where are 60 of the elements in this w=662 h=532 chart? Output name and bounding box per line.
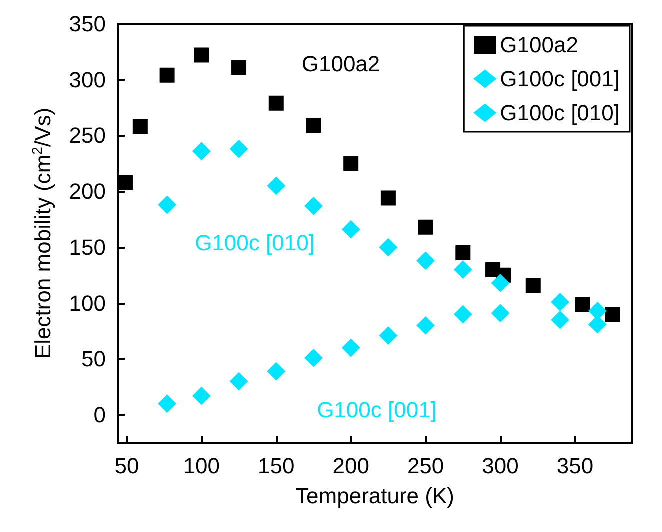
- point: [232, 60, 247, 76]
- point: [456, 246, 471, 261]
- point: [192, 142, 211, 160]
- point: [160, 68, 175, 83]
- y-axis-title: Electron mobility (cm2/Vs): [29, 108, 56, 360]
- point: [492, 304, 510, 322]
- point: [118, 175, 133, 190]
- y-tick-label: 50: [82, 346, 106, 372]
- x-tick-label: 200: [332, 454, 370, 478]
- point: [551, 311, 570, 330]
- point: [342, 339, 360, 358]
- point: [194, 48, 210, 63]
- point: [454, 260, 472, 279]
- point: [588, 316, 607, 334]
- point: [526, 278, 541, 293]
- point: [304, 197, 323, 216]
- annotation: G100c [010]: [195, 230, 315, 256]
- x-tick-label: 50: [114, 454, 140, 478]
- point: [379, 238, 398, 256]
- y-tick-label: 100: [69, 290, 106, 316]
- point: [342, 220, 360, 239]
- point: [492, 274, 510, 292]
- point: [605, 307, 620, 322]
- point: [416, 252, 435, 270]
- legend-label: G100a2: [500, 32, 578, 58]
- point: [192, 387, 211, 406]
- legend-label: G100c [001]: [500, 66, 620, 92]
- point: [454, 306, 472, 324]
- x-tick-label: 300: [482, 454, 519, 478]
- y-tick-label: 150: [69, 234, 106, 260]
- point: [380, 190, 396, 206]
- point: [418, 220, 434, 235]
- point: [304, 349, 323, 368]
- point: [344, 156, 359, 172]
- point: [267, 177, 286, 196]
- point: [575, 296, 590, 312]
- point: [158, 394, 176, 413]
- point: [306, 118, 322, 134]
- annotation: G100c [001]: [317, 398, 437, 422]
- legend-label: G100c [010]: [500, 100, 620, 126]
- x-tick-label: 350: [556, 454, 594, 478]
- point: [158, 196, 176, 214]
- y-tick-label: 250: [69, 123, 106, 148]
- point: [132, 119, 148, 134]
- annotation: G100a2: [302, 52, 380, 76]
- point: [230, 372, 248, 391]
- x-tick-label: 100: [183, 454, 220, 478]
- x-tick-label: 250: [407, 454, 444, 478]
- point: [267, 362, 286, 380]
- x-tick-label: 150: [258, 454, 295, 478]
- point: [551, 293, 570, 312]
- y-tick-label: 300: [69, 67, 106, 92]
- y-tick-label: 200: [69, 179, 106, 204]
- point: [268, 96, 284, 111]
- point: [230, 140, 248, 158]
- point: [379, 326, 398, 345]
- x-axis-title: Temperature (K): [296, 484, 454, 508]
- y-tick-label: 0: [94, 402, 106, 428]
- point: [416, 316, 435, 335]
- y-tick-label: 350: [69, 12, 106, 36]
